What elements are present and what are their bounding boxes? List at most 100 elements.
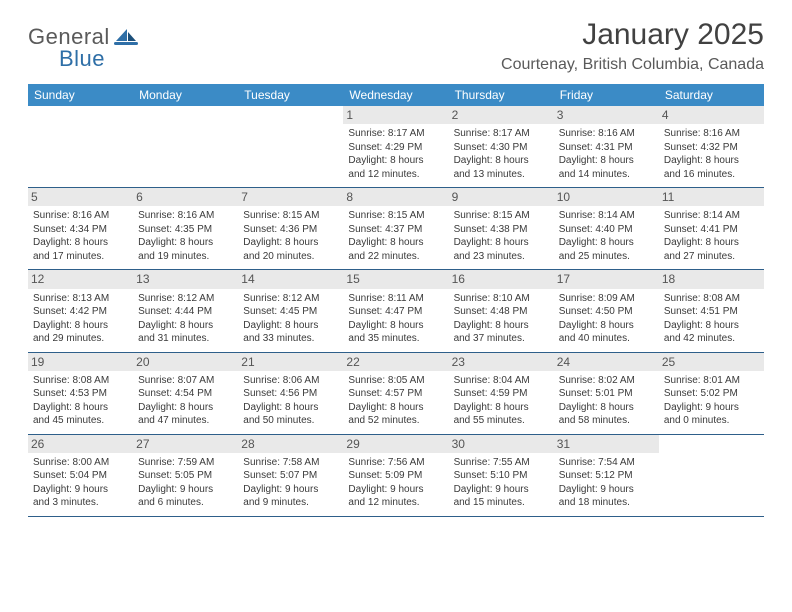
sunset-text: Sunset: 5:10 PM (454, 469, 549, 483)
day-number: 3 (554, 106, 659, 124)
daylight-text-2: and 15 minutes. (454, 496, 549, 510)
sunset-text: Sunset: 4:36 PM (243, 223, 338, 237)
day-cell: 21Sunrise: 8:06 AMSunset: 4:56 PMDayligh… (238, 353, 343, 434)
daylight-text-2: and 31 minutes. (138, 332, 233, 346)
day-details: Sunrise: 8:12 AMSunset: 4:44 PMDaylight:… (138, 292, 233, 346)
sunset-text: Sunset: 5:01 PM (559, 387, 654, 401)
sunrise-text: Sunrise: 8:17 AM (454, 127, 549, 141)
calendar-table: SundayMondayTuesdayWednesdayThursdayFrid… (28, 84, 764, 517)
day-number: 6 (133, 188, 238, 206)
empty-cell (238, 106, 343, 187)
sunset-text: Sunset: 4:45 PM (243, 305, 338, 319)
sunrise-text: Sunrise: 8:06 AM (243, 374, 338, 388)
day-cell: 25Sunrise: 8:01 AMSunset: 5:02 PMDayligh… (659, 353, 764, 434)
empty-cell (28, 106, 133, 187)
daylight-text-1: Daylight: 8 hours (348, 236, 443, 250)
daylight-text-2: and 0 minutes. (664, 414, 759, 428)
day-cell: 3Sunrise: 8:16 AMSunset: 4:31 PMDaylight… (554, 106, 659, 187)
daylight-text-2: and 9 minutes. (243, 496, 338, 510)
day-cell: 4Sunrise: 8:16 AMSunset: 4:32 PMDaylight… (659, 106, 764, 187)
day-details: Sunrise: 7:58 AMSunset: 5:07 PMDaylight:… (243, 456, 338, 510)
day-details: Sunrise: 8:16 AMSunset: 4:34 PMDaylight:… (33, 209, 128, 263)
daylight-text-2: and 17 minutes. (33, 250, 128, 264)
day-number: 18 (659, 270, 764, 288)
sunrise-text: Sunrise: 8:16 AM (559, 127, 654, 141)
weekday-header: Thursday (449, 84, 554, 106)
sunset-text: Sunset: 4:47 PM (348, 305, 443, 319)
sunrise-text: Sunrise: 8:08 AM (33, 374, 128, 388)
day-details: Sunrise: 8:02 AMSunset: 5:01 PMDaylight:… (559, 374, 654, 428)
day-number: 14 (238, 270, 343, 288)
daylight-text-1: Daylight: 8 hours (33, 319, 128, 333)
day-details: Sunrise: 8:15 AMSunset: 4:36 PMDaylight:… (243, 209, 338, 263)
sunrise-text: Sunrise: 8:01 AM (664, 374, 759, 388)
day-cell: 9Sunrise: 8:15 AMSunset: 4:38 PMDaylight… (449, 188, 554, 269)
daylight-text-1: Daylight: 9 hours (138, 483, 233, 497)
daylight-text-1: Daylight: 9 hours (664, 401, 759, 415)
day-cell: 7 Sunrise: 8:15 AMSunset: 4:36 PMDaylight… (238, 188, 343, 269)
daylight-text-1: Daylight: 8 hours (348, 154, 443, 168)
day-cell: 24 Sunrise: 8:02 AMSunset: 5:01 PMDayligh… (554, 353, 659, 434)
daylight-text-1: Daylight: 8 hours (664, 319, 759, 333)
sunrise-text: Sunrise: 8:15 AM (454, 209, 549, 223)
sunset-text: Sunset: 4:57 PM (348, 387, 443, 401)
day-details: Sunrise: 8:16 AMSunset: 4:35 PMDaylight:… (138, 209, 233, 263)
weekday-header-row: SundayMondayTuesdayWednesdayThursdayFrid… (28, 84, 764, 106)
daylight-text-2: and 37 minutes. (454, 332, 549, 346)
day-number: 5 (28, 188, 133, 206)
day-details: Sunrise: 8:04 AMSunset: 4:59 PMDaylight:… (454, 374, 549, 428)
daylight-text-1: Daylight: 9 hours (454, 483, 549, 497)
daylight-text-1: Daylight: 8 hours (138, 401, 233, 415)
location-text: Courtenay, British Columbia, Canada (501, 56, 764, 74)
day-cell: 27Sunrise: 7:59 AMSunset: 5:05 PMDayligh… (133, 435, 238, 516)
sunrise-text: Sunrise: 8:12 AM (138, 292, 233, 306)
empty-cell (133, 106, 238, 187)
weekday-header: Monday (133, 84, 238, 106)
sunrise-text: Sunrise: 7:56 AM (348, 456, 443, 470)
sunrise-text: Sunrise: 8:16 AM (138, 209, 233, 223)
daylight-text-2: and 16 minutes. (664, 168, 759, 182)
day-details: Sunrise: 8:01 AMSunset: 5:02 PMDaylight:… (664, 374, 759, 428)
sunrise-text: Sunrise: 8:17 AM (348, 127, 443, 141)
weeks-container: 1Sunrise: 8:17 AMSunset: 4:29 PMDaylight… (28, 106, 764, 517)
day-cell: 30Sunrise: 7:55 AMSunset: 5:10 PMDayligh… (449, 435, 554, 516)
day-number: 8 (343, 188, 448, 206)
sunrise-text: Sunrise: 8:07 AM (138, 374, 233, 388)
daylight-text-1: Daylight: 8 hours (559, 154, 654, 168)
day-details: Sunrise: 8:12 AMSunset: 4:45 PMDaylight:… (243, 292, 338, 346)
day-cell: 6 Sunrise: 8:16 AMSunset: 4:35 PMDaylight… (133, 188, 238, 269)
sunset-text: Sunset: 4:50 PM (559, 305, 654, 319)
day-number: 28 (238, 435, 343, 453)
sunrise-text: Sunrise: 8:09 AM (559, 292, 654, 306)
daylight-text-2: and 40 minutes. (559, 332, 654, 346)
daylight-text-2: and 14 minutes. (559, 168, 654, 182)
sunset-text: Sunset: 4:37 PM (348, 223, 443, 237)
daylight-text-1: Daylight: 9 hours (243, 483, 338, 497)
daylight-text-2: and 29 minutes. (33, 332, 128, 346)
day-number: 7 (238, 188, 343, 206)
day-number: 13 (133, 270, 238, 288)
daylight-text-2: and 45 minutes. (33, 414, 128, 428)
day-number: 10 (554, 188, 659, 206)
day-details: Sunrise: 8:14 AMSunset: 4:40 PMDaylight:… (559, 209, 654, 263)
day-number: 2 (449, 106, 554, 124)
daylight-text-2: and 18 minutes. (559, 496, 654, 510)
sunset-text: Sunset: 4:48 PM (454, 305, 549, 319)
weekday-header: Sunday (28, 84, 133, 106)
day-number: 24 (554, 353, 659, 371)
daylight-text-2: and 6 minutes. (138, 496, 233, 510)
daylight-text-1: Daylight: 8 hours (33, 401, 128, 415)
daylight-text-1: Daylight: 8 hours (243, 236, 338, 250)
day-number: 19 (28, 353, 133, 371)
daylight-text-1: Daylight: 8 hours (454, 401, 549, 415)
day-number: 16 (449, 270, 554, 288)
sunrise-text: Sunrise: 8:15 AM (243, 209, 338, 223)
day-cell: 28 Sunrise: 7:58 AMSunset: 5:07 PMDayligh… (238, 435, 343, 516)
sunrise-text: Sunrise: 8:00 AM (33, 456, 128, 470)
sunset-text: Sunset: 4:32 PM (664, 141, 759, 155)
sunset-text: Sunset: 4:35 PM (138, 223, 233, 237)
daylight-text-2: and 3 minutes. (33, 496, 128, 510)
sunrise-text: Sunrise: 8:13 AM (33, 292, 128, 306)
sunset-text: Sunset: 4:53 PM (33, 387, 128, 401)
day-cell: 12Sunrise: 8:13 AMSunset: 4:42 PMDayligh… (28, 270, 133, 351)
